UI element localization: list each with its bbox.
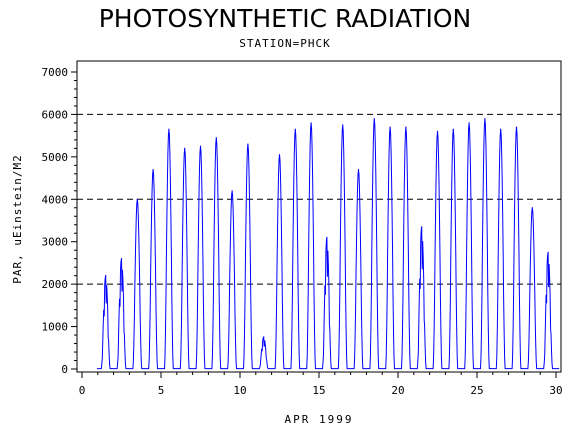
x-tick-label: 5 <box>158 384 165 397</box>
daily-peak-point <box>263 336 265 338</box>
daily-peak-point <box>389 126 391 128</box>
y-tick-label: 7000 <box>42 66 69 79</box>
tick-labels: 0 1000 2000 3000 4000 5000 6000 7000 0 5 10 15 20 25 3… <box>42 66 563 397</box>
daily-peak-point <box>152 168 154 171</box>
series-group <box>97 118 560 370</box>
daily-peak-point <box>310 122 312 124</box>
y-tick-label: 1000 <box>42 321 69 334</box>
y-tick-label: 0 <box>61 363 68 376</box>
daily-peak-point <box>436 130 439 132</box>
daily-peak-point <box>531 207 533 209</box>
daily-peak-point <box>405 126 407 128</box>
y-tick-label: 2000 <box>42 278 69 291</box>
daily-peak-point <box>199 145 202 147</box>
reference-lines <box>77 113 561 285</box>
daily-peak-point <box>105 275 107 277</box>
x-tick-label: 30 <box>549 384 562 397</box>
daily-peak-point <box>452 128 454 130</box>
daily-peak-point <box>357 168 360 171</box>
daily-peak-point <box>373 118 375 120</box>
daily-peak-point <box>421 226 423 228</box>
chart-title: PHOTOSYNTHETIC RADIATION <box>98 4 472 33</box>
x-axis-label: APR 1999 <box>285 413 354 426</box>
axes-group <box>71 60 562 378</box>
chart-subtitle: STATION=PHCK <box>239 37 331 50</box>
x-tick-label: 25 <box>470 384 483 397</box>
y-tick-label: 5000 <box>42 151 69 164</box>
daily-peak-point <box>326 236 328 239</box>
daily-peak-point <box>468 122 470 124</box>
x-tick-label: 10 <box>233 384 246 397</box>
daily-peak-point <box>136 198 138 200</box>
x-tick-label: 15 <box>312 384 325 397</box>
x-tick-label: 20 <box>391 384 404 397</box>
y-axis-label: PAR, uEinstein/M2 <box>11 154 24 284</box>
daily-peak-point <box>342 124 344 126</box>
daily-peak-point <box>120 258 123 260</box>
daily-peak-point <box>168 128 170 130</box>
x-tick-label: 0 <box>79 384 86 397</box>
daily-peak-point <box>484 118 486 120</box>
y-tick-label: 3000 <box>42 236 69 249</box>
daily-peak-point <box>247 143 249 145</box>
daily-peak-point <box>278 154 281 156</box>
par-series-line <box>97 118 560 370</box>
daily-peak-point <box>294 128 296 130</box>
daily-peak-point <box>231 190 233 192</box>
daily-peak-point <box>215 137 217 139</box>
daily-peak-point <box>515 126 518 128</box>
daily-peak-point <box>184 147 186 149</box>
y-tick-label: 6000 <box>42 108 69 121</box>
y-tick-label: 4000 <box>42 193 69 206</box>
daily-peak-point <box>547 251 549 253</box>
daily-peak-point <box>500 128 502 130</box>
